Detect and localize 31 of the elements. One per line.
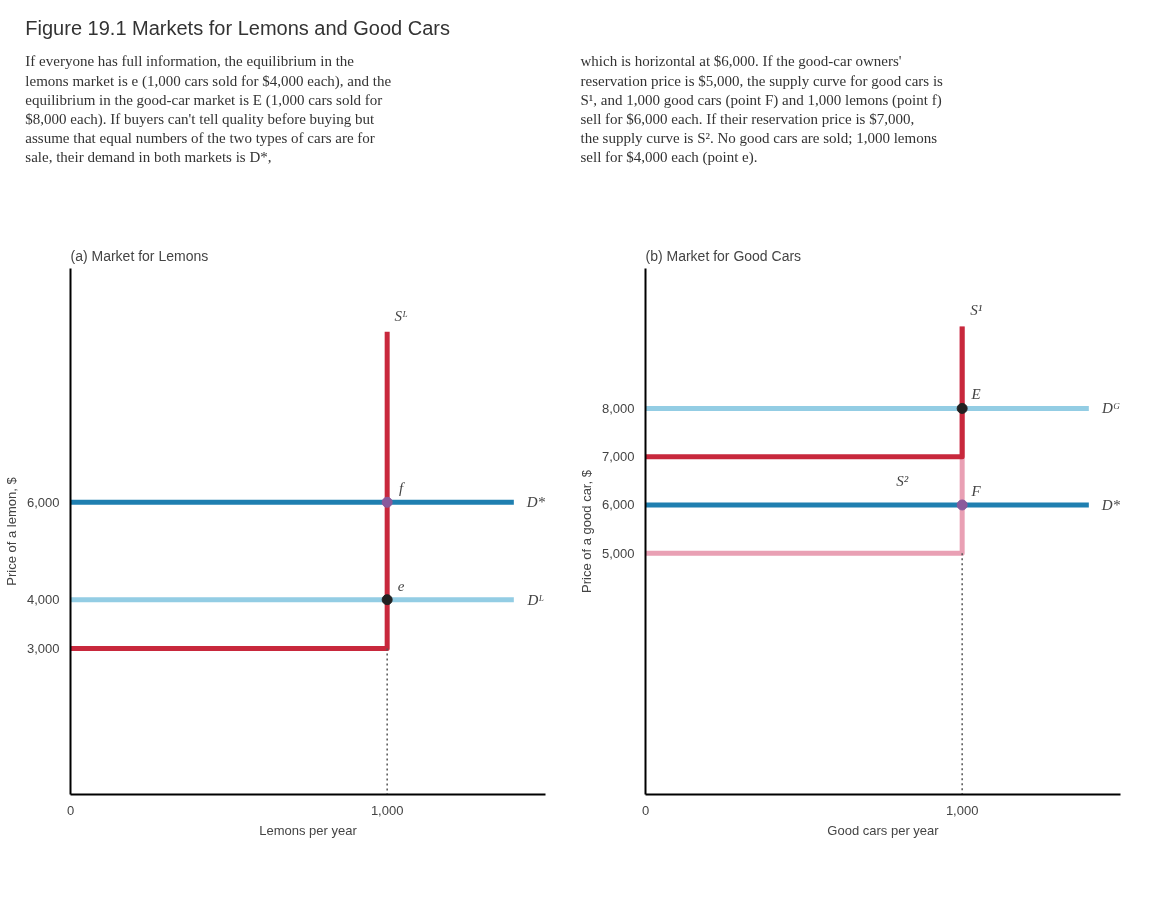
text: Figure 19.1 Markets for Lemons and Good Cars	[25, 17, 450, 39]
series-label: f	[399, 480, 406, 497]
x-axis-title: Lemons per year	[259, 822, 358, 838]
series-label: D*	[525, 494, 546, 511]
series-label: Dᴸ	[526, 591, 545, 608]
chart-title: (b) Market for Good Cars	[645, 247, 802, 264]
text: which is horizontal at $6,000. If the good-car owners' reservation price is $5,000, the supply curve for good cars is S¹, and 1,000 good cars (point F) and 1,000 lemons (point f) sell for $6,000 each. If their reservation price is $7,000, the supply curve is S². No good cars are sold; 1,000 lemons sell for $4,000 each (point e).	[580, 53, 944, 167]
y-tick-label: 6,000	[601, 497, 635, 513]
series-label: e	[397, 577, 405, 594]
series-label: F	[970, 482, 982, 499]
y-tick-label: 7,000	[601, 449, 635, 465]
y-axis-title: Price of a lemon, $	[3, 476, 19, 586]
series-label: Sᴸ	[394, 307, 408, 324]
y-tick-label: 3,000	[26, 640, 60, 656]
series-label: Dᴳ	[1101, 400, 1120, 417]
text: If everyone has full information, the equilibrium in the lemons market is e (1,000 cars sold for $4,000 each), and the equilibrium in the good-car market is E (1,000 cars sold for $8,000 each). If buyers can't tell quality before buying but assume that equal numbers of the two types of cars are for sale, their demand in both markets is D*,	[25, 53, 392, 166]
y-tick-label: 6,000	[26, 494, 60, 510]
y-axis-title: Price of a good car, $	[578, 469, 594, 593]
series-label: E	[970, 386, 981, 403]
x-tick-label: 0	[641, 802, 650, 818]
series-label: D*	[1100, 496, 1121, 513]
x-tick-label: 0	[66, 802, 75, 818]
y-tick-label: 8,000	[601, 400, 635, 416]
x-tick-label: 1,000	[370, 802, 404, 818]
y-tick-label: 5,000	[601, 545, 635, 561]
x-tick-label: 1,000	[945, 802, 979, 818]
series-label: S¹	[970, 302, 983, 319]
chart-title: (a) Market for Lemons	[70, 247, 209, 264]
series-label: S²	[896, 472, 909, 489]
x-axis-title: Good cars per year	[827, 822, 940, 838]
y-tick-label: 4,000	[26, 592, 60, 608]
